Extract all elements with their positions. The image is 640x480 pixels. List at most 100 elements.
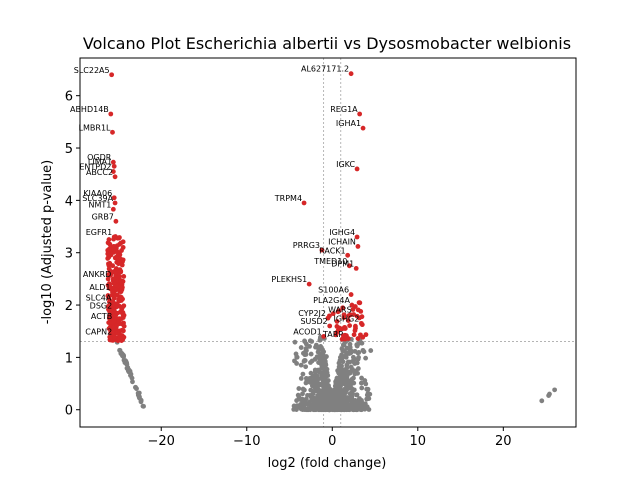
gene-label: REG1A [330,105,358,114]
point-significant [341,312,347,318]
point-nonsignificant [295,392,301,398]
point-nonsignificant [347,396,352,401]
point-labeled-37 [342,336,348,342]
gene-label: TMED10 [313,257,347,266]
point-significant [106,285,112,291]
point-nonsignificant [347,369,353,375]
y-tick-label: 1 [65,351,73,366]
point-nonsignificant [359,397,364,403]
point-labeled-4 [111,163,117,169]
point-labeled-16 [111,318,117,324]
x-tick-label: 20 [495,434,512,449]
point-nonsignificant [312,367,318,373]
gene-label: ABCC2 [86,168,113,177]
gene-label: SLC22A5 [74,66,110,75]
gene-label: SUSD2 [300,317,327,326]
point-nonsignificant [328,387,333,392]
point-nonsignificant [360,347,366,353]
point-nonsignificant [135,390,141,396]
point-nonsignificant [318,336,324,342]
gene-label: EGFR1 [86,228,113,237]
point-nonsignificant [138,397,144,403]
point-nonsignificant [351,404,357,409]
point-nonsignificant [333,394,339,399]
point-nonsignificant [310,373,316,379]
gene-label: CAPN2 [85,327,112,336]
point-significant [351,332,357,338]
point-significant [360,334,366,340]
point-nonsignificant [318,357,323,363]
point-nonsignificant [294,354,300,360]
point-significant [113,271,119,276]
x-tick-label: 10 [410,434,427,449]
point-nonsignificant [552,387,558,393]
point-nonsignificant [318,346,324,351]
point-nonsignificant [351,375,356,381]
point-significant [113,254,119,260]
point-nonsignificant [359,385,365,391]
point-nonsignificant [356,350,362,355]
point-labeled-14 [110,300,116,305]
point-significant [355,336,361,341]
point-nonsignificant [319,405,325,411]
point-labeled-3 [110,159,116,165]
point-nonsignificant [347,341,353,347]
point-nonsignificant [322,360,328,366]
point-significant [334,319,340,324]
gene-label: PLEKHS1 [271,275,307,284]
point-nonsignificant [547,391,552,397]
point-labeled-24 [355,244,361,249]
point-significant [106,281,112,287]
point-significant [340,305,346,311]
point-nonsignificant [332,383,338,389]
y-axis-label: -log10 (Adjusted p-value) [40,160,55,324]
point-labeled-15 [111,307,117,313]
x-tick-label: −10 [233,434,260,449]
point-significant [111,243,117,249]
gene-label: LIMA1 [88,157,112,166]
point-significant [342,326,348,331]
point-nonsignificant [313,385,319,391]
gene-label: TRPM4 [274,194,302,203]
point-nonsignificant [354,392,360,398]
point-nonsignificant [359,340,365,346]
point-significant [337,326,343,332]
gene-label: ACOD1 [293,327,321,336]
point-labeled-28 [353,266,359,271]
gene-label: GRB7 [92,212,114,221]
point-nonsignificant [332,390,338,395]
gene-label: SLC4A [86,293,112,302]
point-nonsignificant [322,393,328,399]
point-labeled-22 [301,200,307,206]
point-labeled-18 [348,71,354,77]
point-labeled-21 [354,166,360,172]
point-nonsignificant [305,392,310,398]
point-labeled-31 [349,302,355,308]
point-labeled-27 [346,263,352,269]
point-significant [345,318,351,323]
point-significant [106,246,112,252]
point-nonsignificant [312,356,318,362]
point-nonsignificant [347,359,352,365]
point-significant [121,303,127,309]
y-tick-label: 0 [65,404,73,419]
gene-label: LMBR1L [79,123,111,132]
point-nonsignificant [352,371,358,377]
point-labeled-29 [306,281,312,287]
gene-label: DPM1 [331,259,354,268]
point-labeled-25 [319,247,325,253]
point-nonsignificant [343,402,349,408]
gene-label: ABHD14B [70,105,109,114]
point-nonsignificant [303,380,309,386]
gene-label: WARS [328,305,352,314]
point-nonsignificant [322,383,328,389]
point-significant [118,337,124,343]
point-nonsignificant [328,392,334,398]
point-nonsignificant [317,401,323,406]
point-nonsignificant [338,384,343,390]
point-significant [106,237,112,242]
point-significant [330,311,336,317]
y-tick-label: 2 [65,299,73,314]
point-nonsignificant [300,391,305,397]
point-nonsignificant [294,398,299,403]
